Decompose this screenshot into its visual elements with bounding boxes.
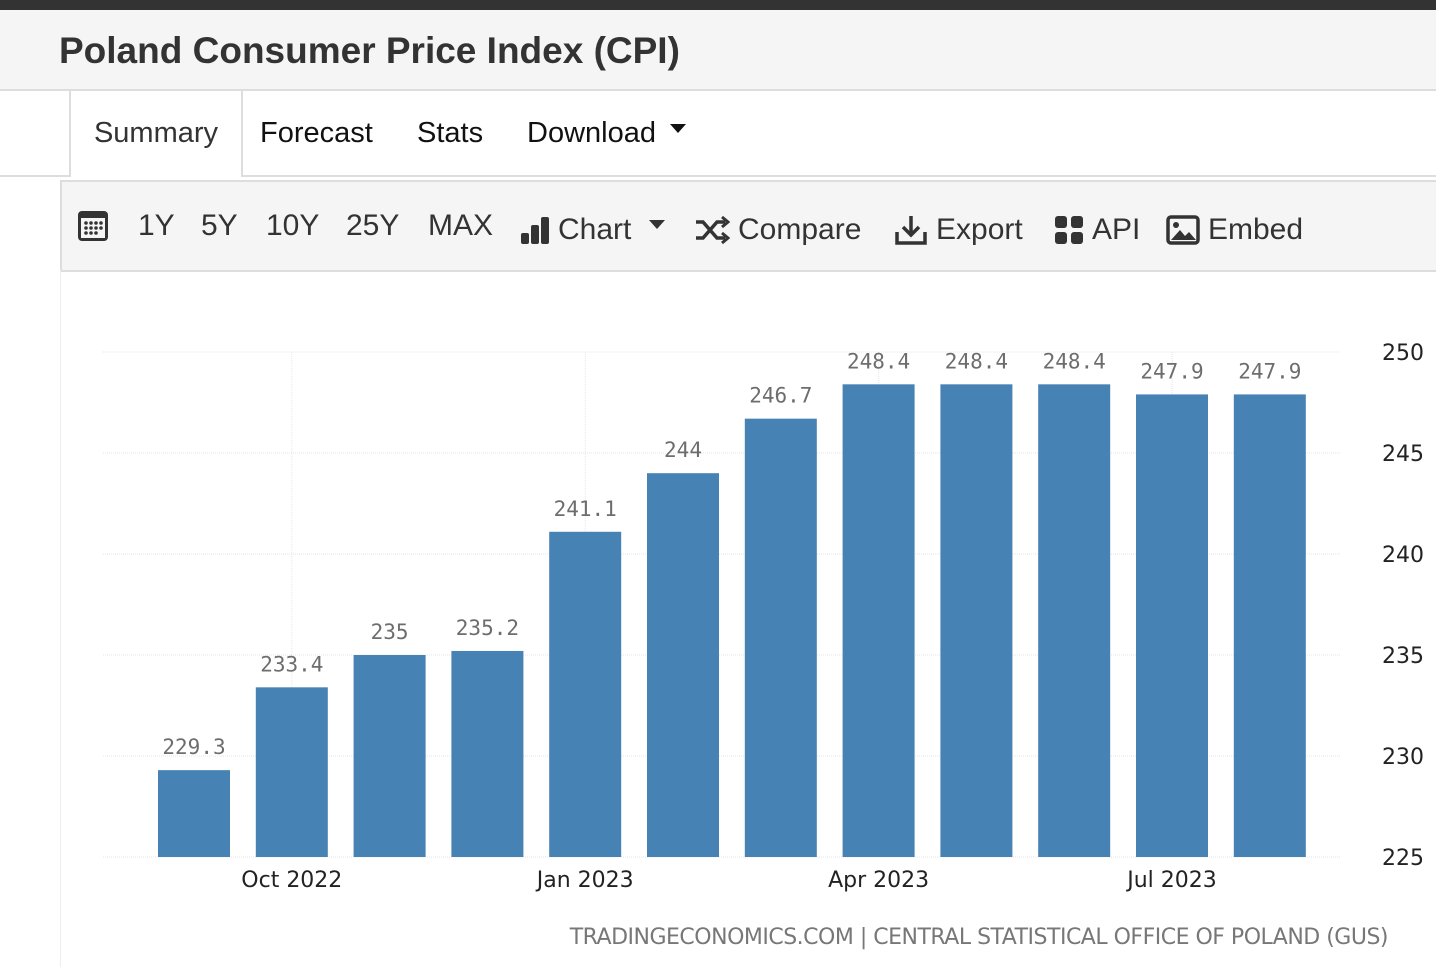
api-button[interactable]: API xyxy=(1054,186,1140,274)
bar-dec-2022 xyxy=(451,650,524,857)
export-button[interactable]: Export xyxy=(894,186,1023,274)
bar-oct-2022 xyxy=(255,687,328,857)
x-tick-label: Oct 2022 xyxy=(241,868,342,893)
bar-mar-2023 xyxy=(744,418,817,857)
range-10y-button[interactable]: 10Y xyxy=(266,209,320,242)
tab-summary[interactable]: Summary xyxy=(69,91,243,177)
tab-stats[interactable]: Stats xyxy=(417,117,484,149)
range-1y-button[interactable]: 1Y xyxy=(138,209,175,242)
chart-type-button[interactable]: Chart xyxy=(520,186,666,274)
caret-down-icon xyxy=(649,219,666,229)
data-label: 248.4 xyxy=(945,349,1008,373)
export-label: Export xyxy=(936,213,1023,246)
y-tick-label: 230 xyxy=(1382,745,1424,770)
tab-download[interactable]: Download xyxy=(527,91,686,175)
y-tick-label: 235 xyxy=(1382,644,1424,669)
tab-download-label: Download xyxy=(527,117,656,149)
bar-aug-2023 xyxy=(1233,394,1306,857)
caret-down-icon xyxy=(669,123,686,133)
range-5y-button[interactable]: 5Y xyxy=(201,209,238,242)
download-icon xyxy=(895,216,927,245)
tab-bar: Summary Forecast Stats Download xyxy=(0,91,1436,177)
api-label: API xyxy=(1092,213,1141,246)
top-bar xyxy=(0,0,1436,10)
chart-toolbar: 1Y 5Y 10Y 25Y MAX Chart Compare Export A… xyxy=(60,180,1436,272)
data-label: 248.4 xyxy=(847,349,910,373)
page-header: Poland Consumer Price Index (CPI) xyxy=(0,10,1436,91)
bar-feb-2023 xyxy=(647,473,719,857)
bar-jul-2023 xyxy=(1136,394,1208,857)
bar-jun-2023 xyxy=(1038,384,1111,857)
chart-area: 225 230 235 240 245 250 Oct 2022 Jan 2023 Apr 20… xyxy=(60,270,1436,967)
page-title: Poland Consumer Price Index (CPI) xyxy=(59,30,680,71)
bar-chart: 225 230 235 240 245 250 Oct 2022 Jan 2023 Apr 20… xyxy=(103,341,1424,893)
y-tick-label: 245 xyxy=(1382,442,1424,467)
tab-forecast[interactable]: Forecast xyxy=(260,117,373,149)
x-tick-label: Jan 2023 xyxy=(535,868,634,893)
y-tick-label: 240 xyxy=(1382,543,1424,568)
data-label: 247.9 xyxy=(1238,359,1301,383)
range-25y-button[interactable]: 25Y xyxy=(346,209,400,242)
x-tick-label: Jul 2023 xyxy=(1125,868,1217,893)
calendar-button[interactable] xyxy=(76,182,110,270)
compare-label: Compare xyxy=(738,213,862,246)
embed-label: Embed xyxy=(1208,213,1304,246)
source-credit: TRADINGECONOMICS.COM | CENTRAL STATISTIC… xyxy=(569,925,1389,950)
data-label: 246.7 xyxy=(749,384,812,408)
bar-apr-2023 xyxy=(842,384,915,857)
bar-sep-2022 xyxy=(158,770,230,857)
image-icon xyxy=(1166,215,1200,245)
range-max-button[interactable]: MAX xyxy=(428,209,494,242)
x-tick-label: Apr 2023 xyxy=(828,868,929,893)
data-label: 229.3 xyxy=(162,735,225,759)
embed-button[interactable]: Embed xyxy=(1166,186,1303,274)
y-tick-label: 250 xyxy=(1382,341,1424,366)
bar-jan-2023 xyxy=(549,531,622,857)
bar-nov-2022 xyxy=(353,655,426,857)
y-tick-label: 225 xyxy=(1382,846,1424,871)
data-label: 248.4 xyxy=(1043,349,1106,373)
compare-button[interactable]: Compare xyxy=(694,186,861,274)
data-label: 235.2 xyxy=(456,616,519,640)
data-label: 244 xyxy=(664,438,702,462)
data-label: 247.9 xyxy=(1140,359,1203,383)
api-grid-icon xyxy=(1055,216,1083,244)
shuffle-icon xyxy=(696,215,730,245)
bar-chart-icon xyxy=(521,217,549,244)
data-label: 233.4 xyxy=(260,652,323,676)
data-label: 235 xyxy=(371,620,409,644)
bar-may-2023 xyxy=(940,384,1013,857)
calendar-icon xyxy=(78,211,108,241)
chart-type-label: Chart xyxy=(558,213,632,246)
data-label: 241.1 xyxy=(554,497,617,521)
